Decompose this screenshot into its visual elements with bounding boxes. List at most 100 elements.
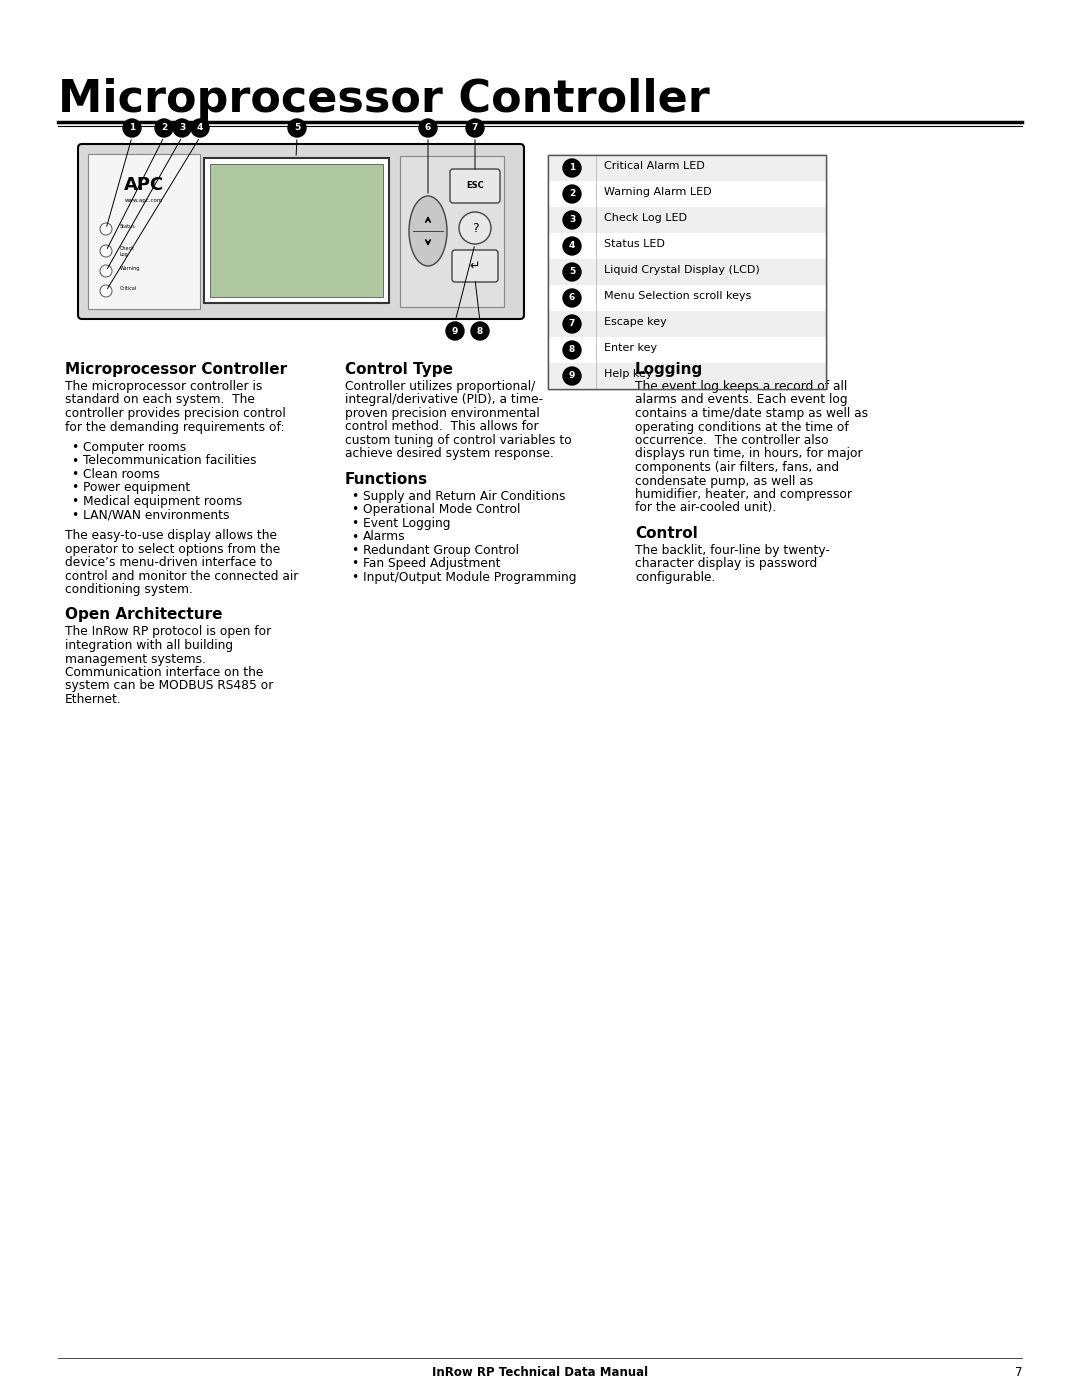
Circle shape xyxy=(563,289,581,307)
Text: InRow RP Technical Data Manual: InRow RP Technical Data Manual xyxy=(432,1366,648,1379)
Text: Event Logging: Event Logging xyxy=(363,517,450,529)
Text: •: • xyxy=(71,495,78,509)
Text: The event log keeps a record of all: The event log keeps a record of all xyxy=(635,380,847,393)
Text: 6: 6 xyxy=(424,123,431,133)
Text: 5: 5 xyxy=(294,123,300,133)
Text: Alarms: Alarms xyxy=(363,531,406,543)
Text: •: • xyxy=(351,571,359,584)
Ellipse shape xyxy=(409,196,447,265)
Text: operator to select options from the: operator to select options from the xyxy=(65,542,280,556)
Circle shape xyxy=(419,119,437,137)
Text: controller provides precision control: controller provides precision control xyxy=(65,407,286,420)
Text: •: • xyxy=(71,454,78,468)
Bar xyxy=(210,163,383,298)
Bar xyxy=(87,154,200,309)
Circle shape xyxy=(446,321,464,339)
Text: displays run time, in hours, for major: displays run time, in hours, for major xyxy=(635,447,863,461)
Circle shape xyxy=(173,119,191,137)
Circle shape xyxy=(100,265,112,277)
Text: Redundant Group Control: Redundant Group Control xyxy=(363,543,519,557)
Text: Fan Speed Adjustment: Fan Speed Adjustment xyxy=(363,557,500,570)
Text: APC: APC xyxy=(124,176,164,194)
Circle shape xyxy=(156,119,173,137)
Text: 3: 3 xyxy=(569,215,576,225)
Text: integration with all building: integration with all building xyxy=(65,638,233,652)
Text: Supply and Return Air Conditions: Supply and Return Air Conditions xyxy=(363,490,566,503)
Text: Status: Status xyxy=(120,224,136,229)
Text: Functions: Functions xyxy=(345,472,428,488)
Text: for the demanding requirements of:: for the demanding requirements of: xyxy=(65,420,284,433)
Text: •: • xyxy=(351,531,359,543)
Text: Controller utilizes proportional/: Controller utilizes proportional/ xyxy=(345,380,536,393)
Text: control method.  This allows for: control method. This allows for xyxy=(345,420,539,433)
Text: The backlit, four-line by twenty-: The backlit, four-line by twenty- xyxy=(635,543,829,557)
Text: character display is password: character display is password xyxy=(635,557,818,570)
Text: ESC: ESC xyxy=(467,182,484,190)
Text: Operational Mode Control: Operational Mode Control xyxy=(363,503,521,517)
Text: LAN/WAN environments: LAN/WAN environments xyxy=(83,509,229,521)
Text: 9: 9 xyxy=(451,327,458,335)
Circle shape xyxy=(288,119,306,137)
Text: 4: 4 xyxy=(569,242,576,250)
Text: •: • xyxy=(71,441,78,454)
Text: Help key: Help key xyxy=(604,369,652,379)
Text: •: • xyxy=(351,503,359,517)
Text: •: • xyxy=(351,557,359,570)
Bar xyxy=(548,363,826,388)
Bar xyxy=(548,233,826,258)
Text: alarms and events. Each event log: alarms and events. Each event log xyxy=(635,394,848,407)
Text: 4: 4 xyxy=(197,123,203,133)
Text: 7: 7 xyxy=(472,123,478,133)
Circle shape xyxy=(459,212,491,244)
Text: conditioning system.: conditioning system. xyxy=(65,583,193,597)
Bar xyxy=(548,337,826,363)
Text: control and monitor the connected air: control and monitor the connected air xyxy=(65,570,298,583)
Bar xyxy=(548,258,826,285)
Text: Control Type: Control Type xyxy=(345,362,453,377)
Text: Medical equipment rooms: Medical equipment rooms xyxy=(83,495,242,509)
Text: 8: 8 xyxy=(569,345,576,355)
Bar xyxy=(548,312,826,337)
Text: Critical: Critical xyxy=(120,286,137,291)
Text: 7: 7 xyxy=(569,320,576,328)
Text: Open Architecture: Open Architecture xyxy=(65,608,222,623)
Text: Check
Log: Check Log xyxy=(120,246,135,257)
FancyBboxPatch shape xyxy=(450,169,500,203)
FancyBboxPatch shape xyxy=(78,144,524,319)
Circle shape xyxy=(563,211,581,229)
Text: The easy-to-use display allows the: The easy-to-use display allows the xyxy=(65,529,276,542)
Text: Warning Alarm LED: Warning Alarm LED xyxy=(604,187,712,197)
FancyBboxPatch shape xyxy=(453,250,498,282)
Text: Microprocessor Controller: Microprocessor Controller xyxy=(58,78,710,122)
Text: 6: 6 xyxy=(569,293,576,303)
Text: Telecommunication facilities: Telecommunication facilities xyxy=(83,454,257,468)
Text: 3: 3 xyxy=(179,123,185,133)
Bar xyxy=(548,155,826,182)
Circle shape xyxy=(100,244,112,257)
Bar xyxy=(548,155,826,388)
Circle shape xyxy=(100,285,112,298)
Bar xyxy=(204,158,389,303)
Text: occurrence.  The controller also: occurrence. The controller also xyxy=(635,434,828,447)
Text: 2: 2 xyxy=(161,123,167,133)
Text: 9: 9 xyxy=(569,372,576,380)
Text: Menu Selection scroll keys: Menu Selection scroll keys xyxy=(604,291,752,300)
Text: •: • xyxy=(71,509,78,521)
Circle shape xyxy=(563,159,581,177)
Bar xyxy=(548,207,826,233)
Circle shape xyxy=(191,119,210,137)
Text: Input/Output Module Programming: Input/Output Module Programming xyxy=(363,571,577,584)
Text: Liquid Crystal Display (LCD): Liquid Crystal Display (LCD) xyxy=(604,265,759,275)
Text: components (air filters, fans, and: components (air filters, fans, and xyxy=(635,461,839,474)
Bar xyxy=(548,155,826,388)
Text: www.apc.com: www.apc.com xyxy=(125,198,163,203)
Text: Warning: Warning xyxy=(120,265,140,271)
Bar xyxy=(548,182,826,207)
Text: Microprocessor Controller: Microprocessor Controller xyxy=(65,362,287,377)
Text: Ethernet.: Ethernet. xyxy=(65,693,122,705)
Circle shape xyxy=(465,119,484,137)
Text: 7: 7 xyxy=(1014,1366,1022,1379)
Text: Critical Alarm LED: Critical Alarm LED xyxy=(604,161,705,170)
Circle shape xyxy=(563,263,581,281)
Text: •: • xyxy=(71,468,78,481)
